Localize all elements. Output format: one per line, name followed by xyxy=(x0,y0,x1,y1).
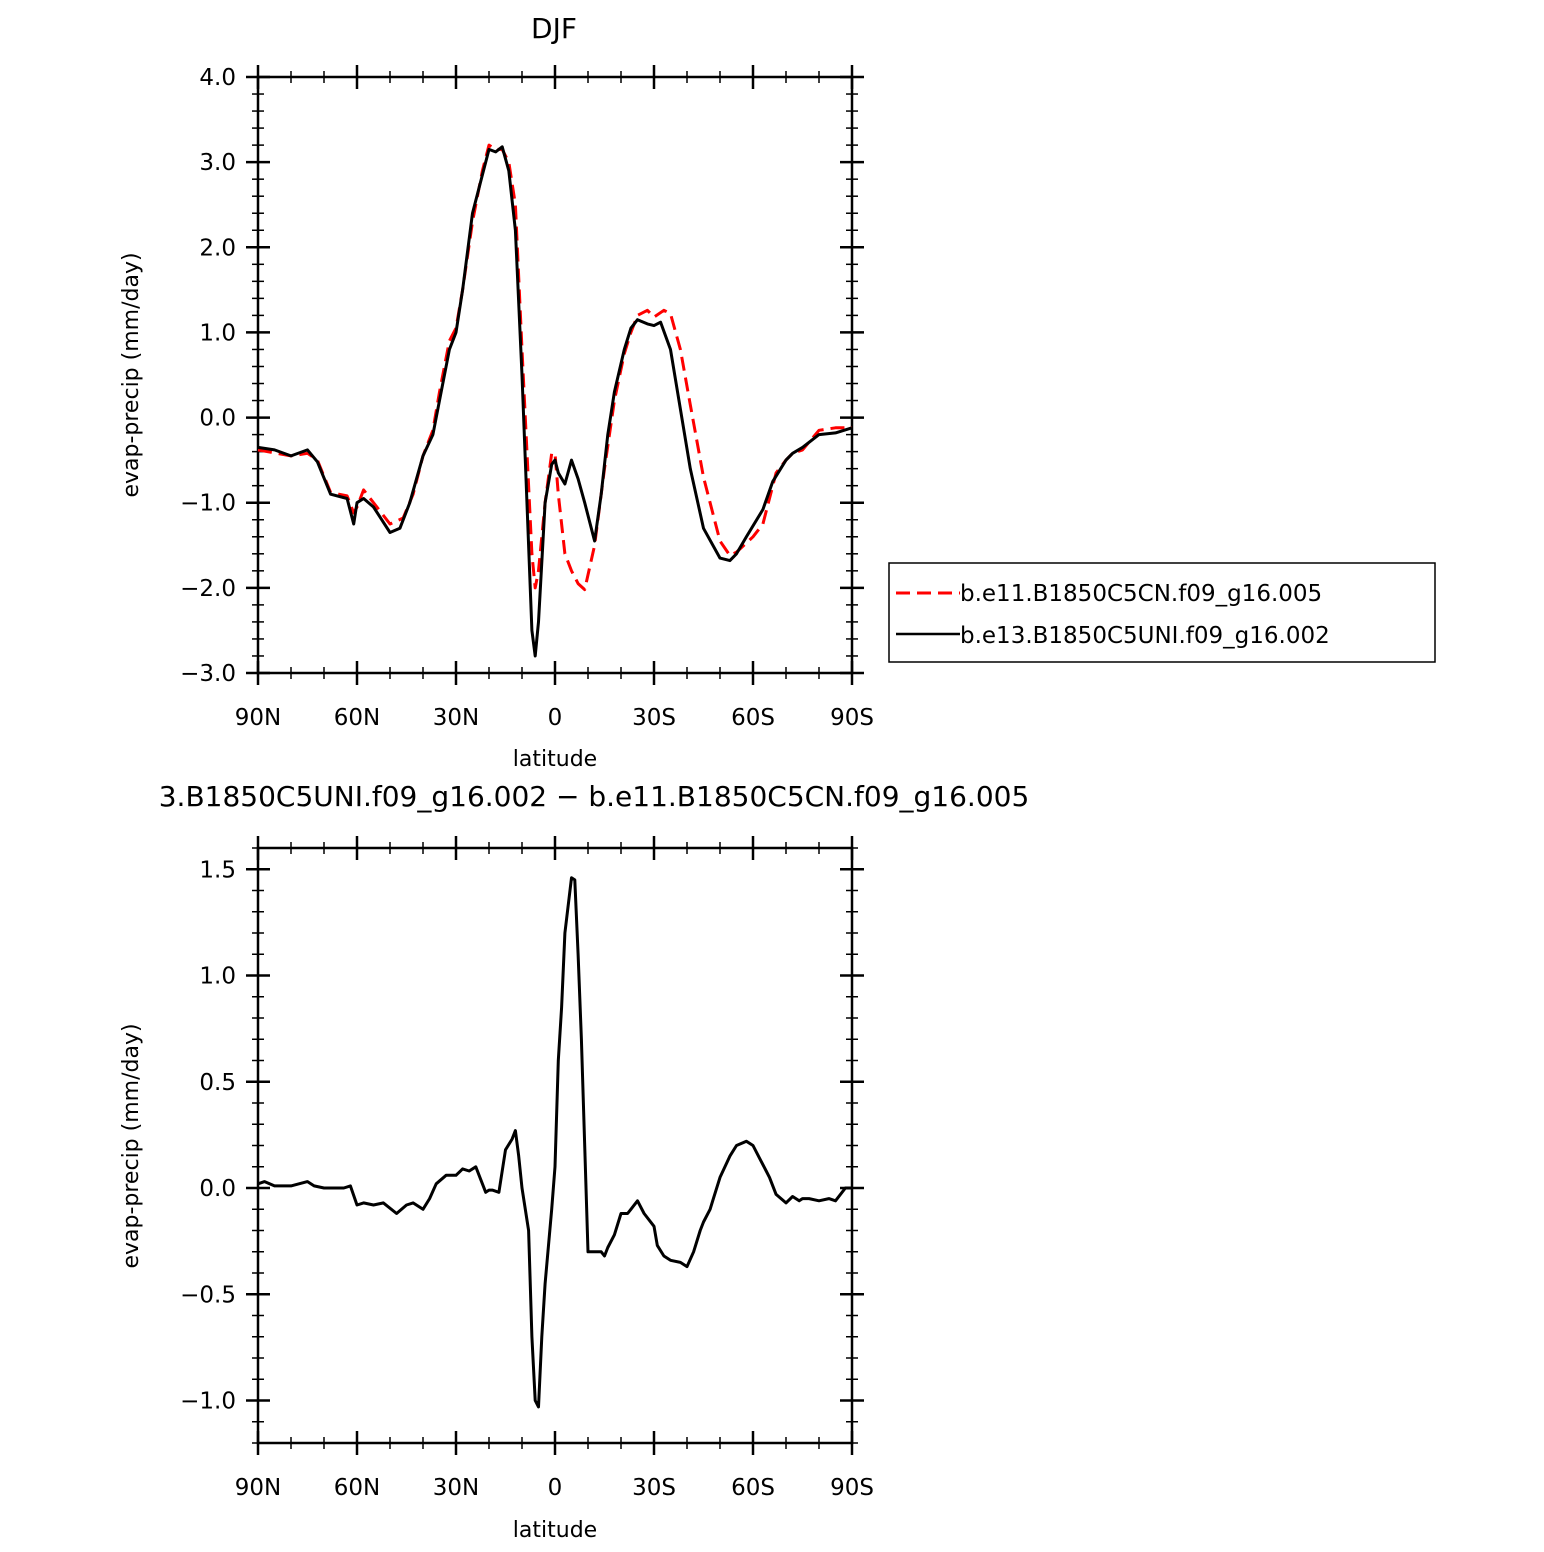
minor-ticks xyxy=(252,71,858,679)
x-tick-label: 60S xyxy=(731,1475,775,1501)
y-tick-label: 4.0 xyxy=(199,65,236,91)
chart-title: DJF xyxy=(531,12,577,45)
x-tick-label: 30N xyxy=(433,1475,479,1501)
y-axis-ticks: −1.0 −0.5 0.0 0.5 1.0 1.5 xyxy=(180,857,864,1415)
series-lines xyxy=(257,143,853,658)
y-tick-label: 0.0 xyxy=(199,1176,236,1202)
series-line-2 xyxy=(257,145,853,658)
plot-frame xyxy=(256,75,854,675)
x-axis-label: latitude xyxy=(513,747,597,772)
y-tick-label: 1.0 xyxy=(199,320,236,346)
y-axis-label: evap-precip (mm/day) xyxy=(119,1023,144,1268)
legend-label-series-2: b.e13.B1850C5UNI.f09_g16.002 xyxy=(960,623,1330,649)
x-tick-label: 60N xyxy=(334,1475,380,1501)
x-tick-label: 60S xyxy=(731,705,775,731)
legend-box xyxy=(888,562,1436,663)
x-tick-label: 60N xyxy=(334,705,380,731)
x-tick-label: 90S xyxy=(830,705,874,731)
x-axis-ticks: 90N 60N 30N 0 30S 60S 90S xyxy=(235,65,874,731)
x-tick-label: 90S xyxy=(830,1475,874,1501)
y-tick-label: 3.0 xyxy=(199,150,236,176)
x-tick-label: 30S xyxy=(632,705,676,731)
y-tick-label: 2.0 xyxy=(199,235,236,261)
y-tick-label: −1.0 xyxy=(180,1389,236,1415)
x-axis-ticks: 90N 60N 30N 0 30S 60S 90S xyxy=(235,836,874,1501)
y-axis-ticks: −3.0 −2.0 −1.0 0.0 1.0 2.0 3.0 4.0 xyxy=(180,65,864,687)
y-tick-label: −2.0 xyxy=(180,576,236,602)
panel-djf: DJF −3.0 −2.0 −1.0 0.0 1.0 2.0 3.0 4.0 90N 60N 30… xyxy=(119,12,1436,772)
legend: b.e11.B1850C5CN.f09_g16.005 b.e13.B1850C… xyxy=(888,562,1436,663)
x-tick-label: 30S xyxy=(632,1475,676,1501)
x-tick-label: 90N xyxy=(235,705,281,731)
y-tick-label: 1.5 xyxy=(199,857,236,883)
y-axis-label: evap-precip (mm/day) xyxy=(119,252,144,497)
y-tick-label: −0.5 xyxy=(180,1282,236,1308)
y-tick-label: −1.0 xyxy=(180,491,236,517)
y-tick-label: −3.0 xyxy=(180,661,236,687)
y-tick-label: 1.0 xyxy=(199,964,236,990)
series-lines xyxy=(257,876,852,1409)
panel-difference: 3.B1850C5UNI.f09_g16.002 − b.e11.B1850C5… xyxy=(119,780,1029,1543)
y-tick-label: 0.0 xyxy=(199,406,236,432)
series-line-1 xyxy=(257,876,852,1409)
x-tick-label: 90N xyxy=(235,1475,281,1501)
y-tick-label: 0.5 xyxy=(199,1070,236,1096)
x-axis-label: latitude xyxy=(513,1518,597,1543)
x-tick-label: 0 xyxy=(548,705,563,731)
x-tick-label: 30N xyxy=(433,705,479,731)
chart-title: 3.B1850C5UNI.f09_g16.002 − b.e11.B1850C5… xyxy=(159,780,1030,813)
legend-label-series-1: b.e11.B1850C5CN.f09_g16.005 xyxy=(960,581,1322,607)
x-tick-label: 0 xyxy=(548,1475,563,1501)
series-line-1 xyxy=(257,143,852,592)
